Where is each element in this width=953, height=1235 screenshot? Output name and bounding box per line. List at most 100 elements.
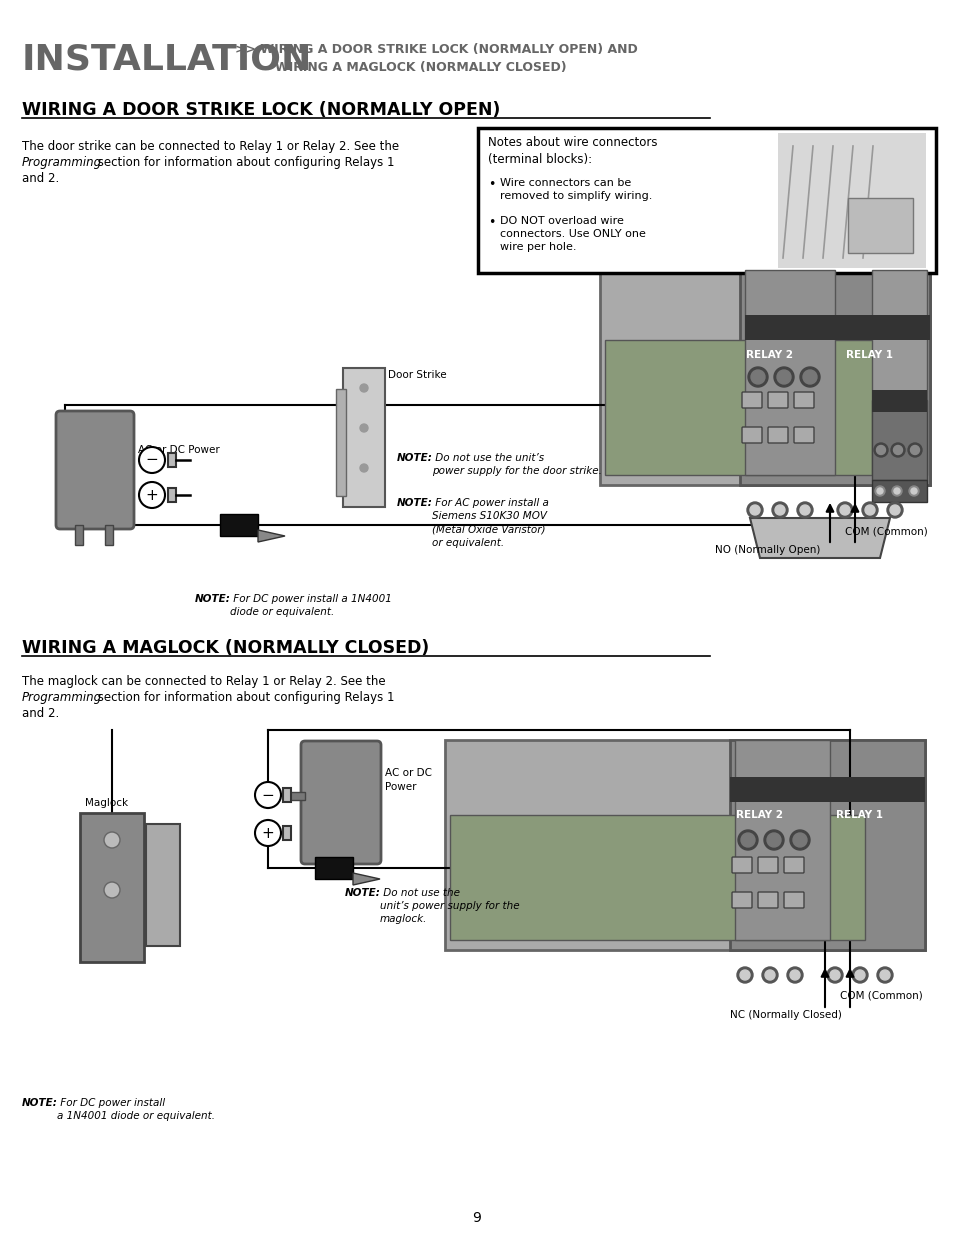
FancyBboxPatch shape	[778, 133, 925, 268]
Circle shape	[876, 446, 884, 454]
Circle shape	[910, 488, 916, 494]
FancyBboxPatch shape	[335, 389, 346, 496]
Text: section for information about configuring Relays 1: section for information about configurin…	[94, 692, 395, 704]
Circle shape	[750, 370, 764, 384]
FancyBboxPatch shape	[80, 813, 144, 962]
Text: Wire connectors can be
removed to simplify wiring.: Wire connectors can be removed to simpli…	[499, 178, 652, 201]
Circle shape	[359, 464, 368, 472]
Text: RELAY 1: RELAY 1	[845, 350, 893, 359]
Circle shape	[829, 969, 840, 981]
Circle shape	[851, 967, 867, 983]
FancyBboxPatch shape	[599, 270, 929, 485]
FancyBboxPatch shape	[168, 453, 175, 467]
FancyBboxPatch shape	[343, 368, 385, 508]
Text: INSTALLATION: INSTALLATION	[22, 43, 312, 77]
Circle shape	[746, 501, 762, 517]
Text: −: −	[146, 452, 158, 468]
Circle shape	[862, 501, 877, 517]
Text: Programming: Programming	[22, 692, 102, 704]
FancyBboxPatch shape	[444, 740, 924, 950]
Text: and 2.: and 2.	[22, 172, 59, 185]
Circle shape	[740, 969, 749, 981]
Circle shape	[139, 447, 165, 473]
Text: >> WIRING A DOOR STRIKE LOCK (NORMALLY OPEN) AND: >> WIRING A DOOR STRIKE LOCK (NORMALLY O…	[234, 43, 638, 57]
FancyBboxPatch shape	[871, 270, 926, 475]
Circle shape	[737, 967, 752, 983]
Text: WIRING A MAGLOCK (NORMALLY CLOSED): WIRING A MAGLOCK (NORMALLY CLOSED)	[22, 638, 429, 657]
Text: +: +	[146, 488, 158, 503]
Text: Do not use the
unit’s power supply for the
maglock.: Do not use the unit’s power supply for t…	[379, 888, 519, 925]
FancyBboxPatch shape	[283, 788, 291, 802]
Polygon shape	[353, 873, 379, 885]
FancyBboxPatch shape	[450, 815, 864, 940]
Text: Door Strike: Door Strike	[388, 370, 446, 380]
Text: RELAY 2: RELAY 2	[736, 810, 782, 820]
Circle shape	[893, 488, 899, 494]
Circle shape	[908, 487, 918, 496]
FancyBboxPatch shape	[283, 826, 291, 840]
FancyBboxPatch shape	[220, 514, 257, 536]
Circle shape	[761, 967, 778, 983]
Circle shape	[749, 505, 760, 515]
Circle shape	[800, 505, 809, 515]
Text: •: •	[488, 178, 495, 191]
Circle shape	[766, 832, 781, 847]
Text: NC (Normally Closed): NC (Normally Closed)	[729, 1010, 841, 1020]
FancyBboxPatch shape	[314, 857, 353, 879]
Circle shape	[836, 501, 852, 517]
FancyBboxPatch shape	[744, 315, 929, 340]
Text: DO NOT overload wire
connectors. Use ONLY one
wire per hole.: DO NOT overload wire connectors. Use ONL…	[499, 216, 645, 252]
Text: RELAY 2: RELAY 2	[745, 350, 793, 359]
Text: COM (Common): COM (Common)	[844, 527, 926, 537]
Circle shape	[359, 384, 368, 391]
FancyBboxPatch shape	[767, 391, 787, 408]
FancyBboxPatch shape	[168, 488, 175, 501]
Text: RELAY 1: RELAY 1	[836, 810, 882, 820]
FancyBboxPatch shape	[741, 391, 761, 408]
Circle shape	[254, 820, 281, 846]
Circle shape	[776, 370, 790, 384]
Circle shape	[890, 443, 904, 457]
Circle shape	[774, 505, 784, 515]
Text: NO (Normally Open): NO (Normally Open)	[714, 545, 820, 555]
FancyBboxPatch shape	[871, 480, 926, 501]
Circle shape	[764, 969, 774, 981]
Text: The door strike can be connected to Relay 1 or Relay 2. See the: The door strike can be connected to Rela…	[22, 140, 398, 153]
Circle shape	[874, 487, 884, 496]
Text: For DC power install
a 1N4001 diode or equivalent.: For DC power install a 1N4001 diode or e…	[57, 1098, 214, 1121]
Text: NOTE:: NOTE:	[194, 594, 231, 604]
Text: 9: 9	[472, 1212, 481, 1225]
FancyBboxPatch shape	[729, 777, 924, 802]
FancyBboxPatch shape	[793, 391, 813, 408]
FancyBboxPatch shape	[871, 390, 926, 412]
Circle shape	[854, 969, 864, 981]
Circle shape	[907, 443, 921, 457]
Circle shape	[773, 367, 793, 387]
Circle shape	[359, 424, 368, 432]
Text: Programming: Programming	[22, 156, 102, 169]
Circle shape	[826, 967, 842, 983]
Polygon shape	[257, 530, 285, 542]
Circle shape	[771, 501, 787, 517]
Text: +: +	[261, 825, 274, 841]
Text: WIRING A DOOR STRIKE LOCK (NORMALLY OPEN): WIRING A DOOR STRIKE LOCK (NORMALLY OPEN…	[22, 101, 500, 119]
Circle shape	[786, 967, 802, 983]
FancyBboxPatch shape	[301, 741, 380, 864]
Text: Notes about wire connectors
(terminal blocks):: Notes about wire connectors (terminal bl…	[488, 136, 657, 165]
Text: For AC power install a
Siemens S10K30 MOV
(Metal Oxide Varistor)
or equivalent.: For AC power install a Siemens S10K30 MO…	[432, 498, 548, 547]
Text: NOTE:: NOTE:	[22, 1098, 58, 1108]
Text: NOTE:: NOTE:	[345, 888, 380, 898]
Circle shape	[909, 446, 919, 454]
FancyBboxPatch shape	[783, 857, 803, 873]
Circle shape	[840, 505, 849, 515]
FancyBboxPatch shape	[290, 792, 305, 800]
Circle shape	[763, 830, 783, 850]
Text: section for information about configuring Relays 1: section for information about configurin…	[94, 156, 395, 169]
FancyBboxPatch shape	[604, 340, 874, 475]
FancyBboxPatch shape	[105, 525, 112, 545]
Circle shape	[879, 969, 889, 981]
Circle shape	[796, 501, 812, 517]
Text: WIRING A MAGLOCK (NORMALLY CLOSED): WIRING A MAGLOCK (NORMALLY CLOSED)	[274, 62, 566, 74]
FancyBboxPatch shape	[146, 824, 180, 946]
Circle shape	[789, 830, 809, 850]
